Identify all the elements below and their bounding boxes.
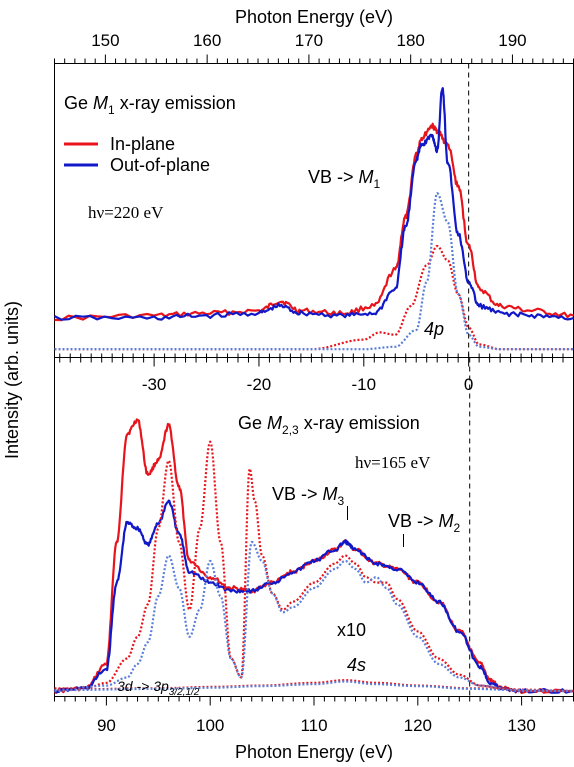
4p-annotation: 4p [424,319,444,339]
bottom-series-out-of-plane [53,499,574,694]
top-excitation-energy: hν=220 eV [88,203,164,222]
top-series-in-plane [54,122,574,322]
top-axis-tick-label: 180 [396,31,424,50]
top-axis-tick-label: 170 [295,31,323,50]
bottom-axis-tick-label: 110 [300,716,327,735]
bottom-x-axis-title: Photon Energy (eV) [235,742,393,762]
relative-axis-tick-label: -10 [352,375,377,394]
top-series-out-of-plane [54,87,574,321]
top-series-dotted-2 [54,244,574,351]
legend-label-in-plane: In-plane [110,134,175,154]
vb-m3-annotation: VB -> M3 [272,484,345,508]
bottom-series-in-plane [54,418,574,695]
bottom-axis-tick-label: 130 [507,716,535,735]
top-axis-tick-label: 160 [193,31,221,50]
top-axis-tick-label: 190 [498,31,526,50]
relative-axis-tick-label: 0 [464,375,473,394]
bottom-axis-tick-label: 90 [97,716,116,735]
top-panel-title: Ge M1 x-ray emission [64,93,236,117]
top-panel-series [54,87,574,351]
x10-annotation: x10 [337,620,366,640]
relative-axis-tick-label: -20 [247,375,272,394]
bottom-excitation-energy: hν=165 eV [355,453,431,472]
bottom-series-dotted-2 [54,440,574,693]
bottom-series-dotted-5 [54,680,574,693]
vb-m1-annotation: VB -> M1 [308,167,381,191]
top-x-axis-title: Photon Energy (eV) [235,7,393,27]
top-axis-tick-label: 150 [91,31,119,50]
legend-label-out-of-plane: Out-of-plane [110,155,210,175]
bottom-axis-tick-label: 120 [404,716,432,735]
y-axis-title: Intensity (arb. units) [2,301,22,459]
relative-axis-tick-label: -30 [142,375,167,394]
bottom-panel-title: Ge M2,3 x-ray emission [238,413,420,437]
4s-annotation: 4s [347,655,366,675]
legend: In-plane Out-of-plane [64,134,210,175]
bottom-axis-tick-label: 100 [196,716,224,735]
3d-3p-annotation: 3d -> 3p3/2,1/2 [117,678,200,698]
bottom-panel-series [53,418,574,695]
tick-labels: 150 160 170 180 190 -30 -20 -10 0 90 100 110 120 130 [91,31,536,735]
vb-m2-annotation: VB -> M2 [388,511,461,535]
tick-marks [54,54,574,706]
top-series-dotted-3 [54,192,574,351]
bottom-series-dotted-3 [54,540,574,693]
